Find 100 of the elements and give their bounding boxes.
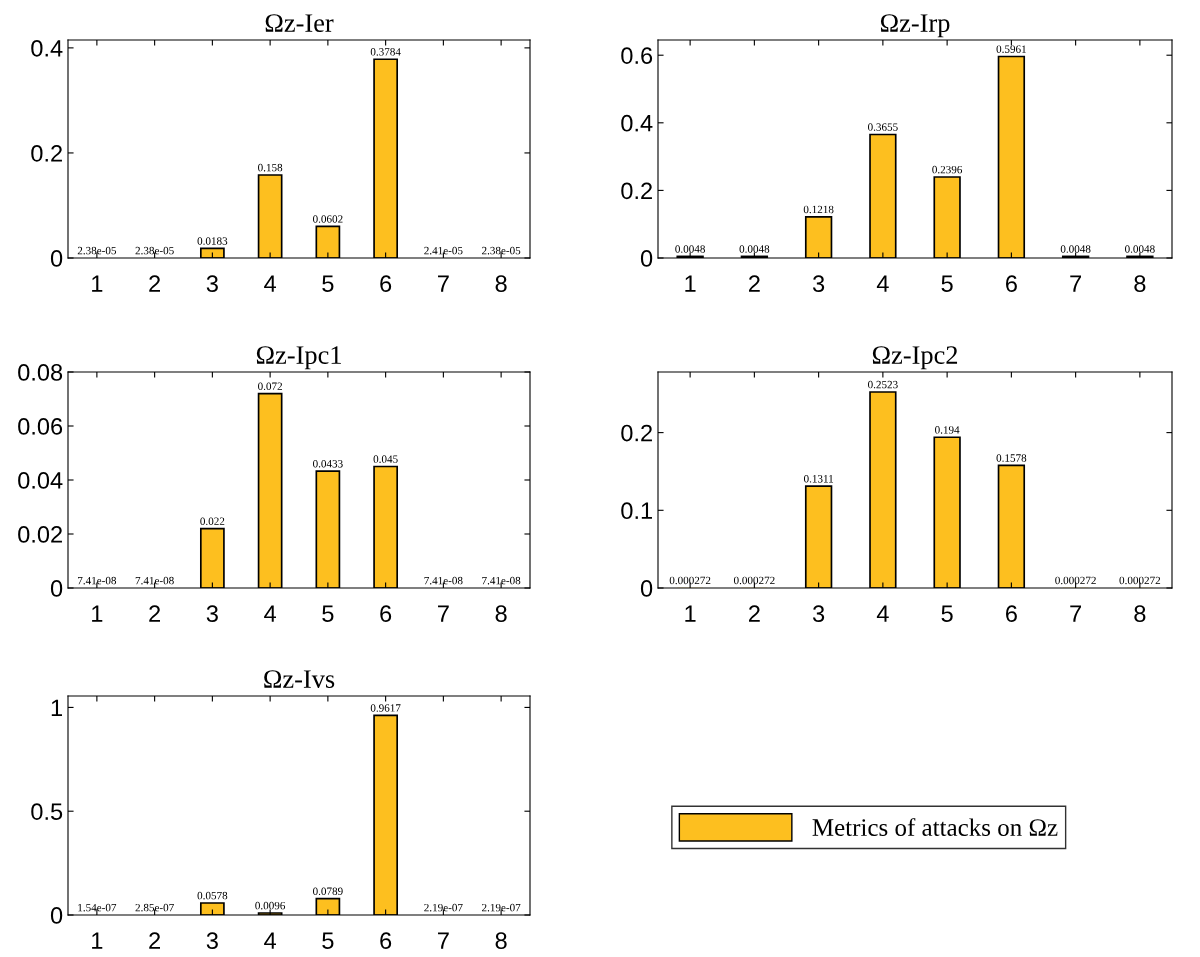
text: 0.0789 — [313, 887, 343, 896]
data-label: 0.0183 — [197, 237, 228, 245]
y-tick-label: 0 — [50, 250, 63, 267]
data-label: 0.072 — [258, 382, 283, 390]
data-label: 0.045 — [373, 455, 398, 463]
data-label: 7.41e-08 — [78, 576, 117, 585]
x-tick-label: 7 — [438, 275, 449, 292]
x-tick-label: 3 — [812, 605, 825, 623]
y-tick-label: 0.04 — [18, 472, 63, 489]
text: 0.9617 — [370, 704, 401, 712]
x-tick-label: 1 — [685, 605, 696, 622]
data-label: 0.2396 — [932, 165, 963, 174]
x-tick-label: 6 — [1006, 275, 1017, 293]
data-label: 0.0048 — [675, 245, 705, 253]
data-label: 0.000272 — [1119, 576, 1161, 585]
data-label: 0.3784 — [370, 48, 401, 56]
x-tick-label: 3 — [206, 932, 218, 950]
data-label: 0.000272 — [1055, 576, 1096, 585]
text: 0.0096 — [255, 901, 286, 910]
data-label: 0.158 — [258, 163, 283, 172]
x-tick-label: 1 — [92, 275, 103, 292]
y-tick-label: 0.2 — [31, 145, 62, 162]
x-tick-label: 8 — [1134, 605, 1146, 623]
x-tick-label: 1 — [92, 932, 103, 949]
x-tick-label: 2 — [149, 932, 161, 949]
chart-title: Ωz-Ipc2 — [872, 346, 958, 370]
data-label: 2.41e-05 — [424, 246, 463, 255]
data-label: 0.0602 — [313, 215, 343, 223]
x-tick-label: 5 — [322, 932, 334, 950]
x-tick-label: 6 — [1006, 605, 1017, 623]
data-label: 0.3655 — [868, 123, 898, 131]
y-tick-label: 0.5 — [31, 803, 63, 820]
x-tick-label: 2 — [149, 275, 161, 292]
x-tick-label: 7 — [438, 605, 449, 622]
x-tick-label: 7 — [1070, 605, 1082, 622]
chart-title: Ωz-Ipc1 — [256, 346, 341, 370]
y-tick-label: 0 — [50, 580, 63, 597]
x-tick-label: 5 — [941, 275, 953, 293]
text: 1.54e-07 — [78, 903, 117, 912]
x-tick-label: 5 — [322, 605, 334, 623]
x-tick-label: 2 — [749, 275, 760, 292]
y-tick-label: 0.2 — [621, 182, 652, 200]
data-label: 0.194 — [935, 426, 960, 434]
x-tick-label: 8 — [495, 605, 507, 623]
data-label: 0.1311 — [803, 474, 834, 483]
data-label: 0.2523 — [868, 380, 898, 389]
y-tick-label: 0 — [640, 250, 653, 267]
data-label: 0.1578 — [996, 454, 1027, 462]
x-tick-label: 8 — [495, 275, 507, 293]
x-tick-label: 3 — [206, 605, 218, 623]
y-tick-label: 0.6 — [621, 47, 653, 64]
text: 2.85e-07 — [135, 903, 174, 912]
text: 0.0578 — [197, 891, 228, 900]
x-tick-label: 7 — [438, 932, 449, 949]
x-tick-label: 2 — [749, 605, 760, 622]
y-tick-label: 0.06 — [18, 418, 63, 435]
text: 2.19e-07 — [482, 903, 521, 912]
y-tick-label: 0.1 — [621, 502, 652, 520]
x-tick-label: 3 — [206, 275, 218, 293]
y-tick-label: 0.02 — [18, 526, 62, 543]
y-tick-label: 1 — [51, 699, 62, 716]
y-tick-label: 0.4 — [621, 114, 653, 132]
x-tick-label: 4 — [876, 605, 889, 622]
x-tick-label: 8 — [1134, 275, 1146, 293]
data-label: 0.0048 — [1060, 245, 1091, 253]
data-label: 2.38e-05 — [77, 246, 117, 255]
data-label: 0.5961 — [996, 45, 1026, 53]
data-label: 0.000272 — [669, 576, 711, 585]
chart-title: Ωz-Ier — [265, 14, 334, 32]
data-label: 2.38e-05 — [135, 246, 174, 255]
data-label: 0.000272 — [733, 576, 775, 585]
data-label: 0.0048 — [1125, 245, 1155, 253]
x-tick-label: 3 — [812, 275, 825, 293]
data-label: 7.41e-08 — [135, 576, 174, 585]
x-tick-label: 2 — [149, 605, 161, 622]
x-tick-label: 1 — [685, 275, 696, 292]
x-tick-label: 5 — [322, 275, 334, 293]
x-tick-label: 4 — [876, 275, 889, 292]
data-label: 0.0048 — [739, 245, 770, 253]
data-label: 0.0433 — [313, 459, 343, 468]
y-tick-label: 0.4 — [31, 39, 63, 57]
x-tick-label: 6 — [380, 605, 392, 623]
x-tick-label: 5 — [941, 605, 953, 623]
data-label: 0.1218 — [803, 205, 834, 214]
y-tick-label: 0 — [50, 907, 63, 924]
x-tick-label: 4 — [264, 275, 276, 292]
x-tick-label: 4 — [264, 605, 276, 622]
y-tick-label: 0 — [640, 580, 653, 597]
x-tick-label: 8 — [495, 932, 507, 950]
data-label: 2.38e-05 — [482, 246, 521, 255]
x-tick-label: 6 — [380, 932, 392, 950]
data-label: 0.022 — [200, 517, 225, 525]
y-tick-label: 0.08 — [18, 364, 63, 381]
x-tick-label: 7 — [1070, 275, 1082, 292]
y-tick-label: 0.2 — [621, 424, 652, 442]
data-label: 7.41e-08 — [424, 576, 463, 585]
chart-title: Ωz-Irp — [880, 14, 950, 38]
x-tick-label: 6 — [380, 275, 392, 293]
chart-title: Ωz-Ivs — [264, 670, 335, 688]
text: 2.19e-07 — [424, 903, 463, 912]
